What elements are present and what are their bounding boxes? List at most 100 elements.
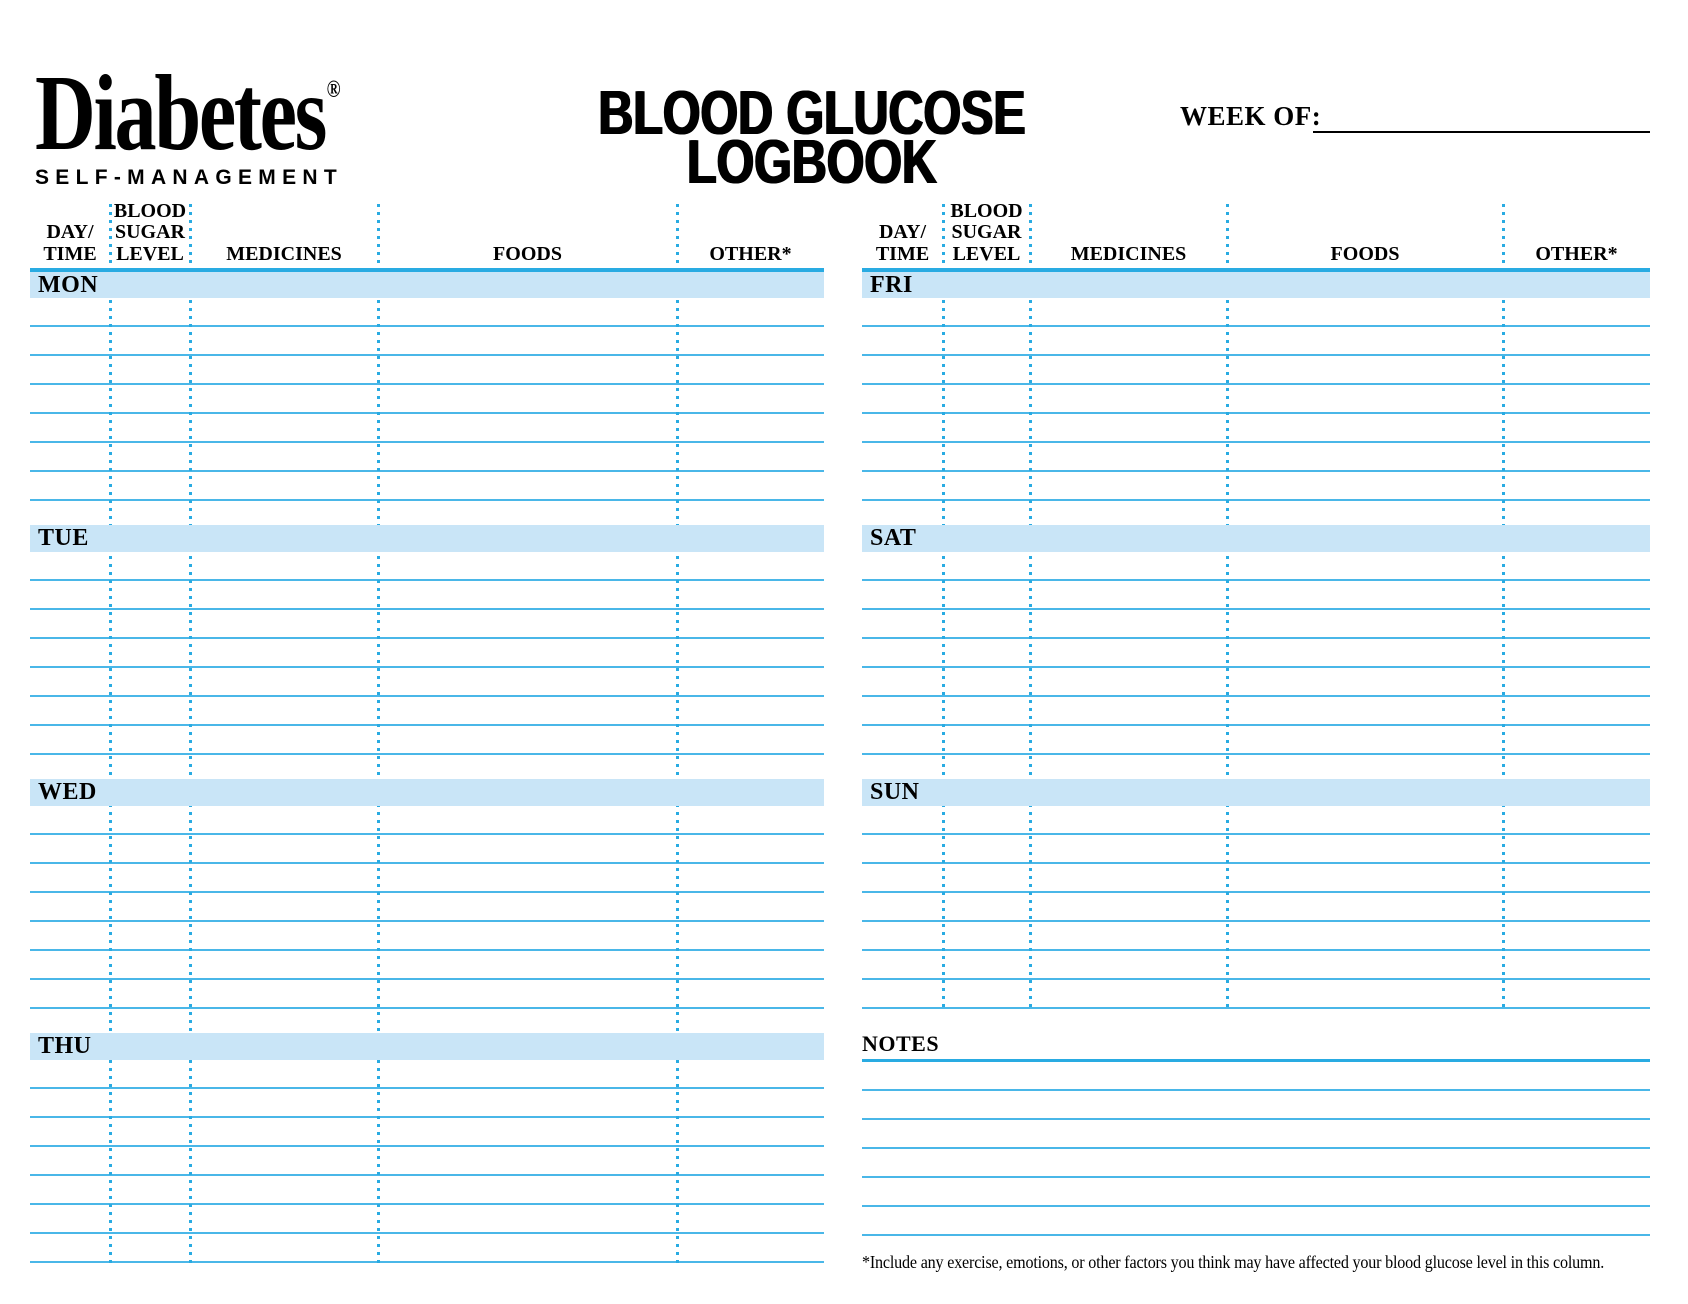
day-section-tue: TUE: [30, 525, 824, 755]
notes-section: NOTES: [862, 1033, 1650, 1236]
log-row: [862, 668, 1650, 697]
log-row: [30, 893, 824, 922]
page-title-line1: BLOOD GLUCOSE: [598, 79, 1026, 148]
log-row: [30, 980, 824, 1009]
day-header-wed: WED: [30, 779, 824, 806]
week-of-blank-line: [1313, 131, 1650, 133]
log-row: [30, 668, 824, 697]
day-section-fri: FRI: [862, 268, 1650, 501]
log-row: [862, 639, 1650, 668]
day-header-mon: MON: [30, 268, 824, 298]
log-row: [30, 1147, 824, 1176]
column-divider: [1502, 204, 1505, 1009]
log-row: [30, 864, 824, 893]
log-row: [30, 443, 824, 472]
log-row: [30, 610, 824, 639]
log-row: [30, 414, 824, 443]
column-divider: [1226, 204, 1229, 1009]
column-header-day-time: DAY/TIME: [43, 221, 97, 265]
log-row: [30, 298, 824, 327]
day-header-sun: SUN: [862, 779, 1650, 806]
column-header-blood-sugar-level: BLOOD SUGAR LEVEL: [950, 199, 1023, 265]
log-row: [862, 581, 1650, 610]
log-row: [30, 835, 824, 864]
log-row: [862, 697, 1650, 726]
log-row: [30, 1176, 824, 1205]
log-row: [30, 639, 824, 668]
log-table-right: DAY/TIME BLOOD SUGAR LEVEL MEDICINES FOODS…: [862, 190, 1650, 1273]
notes-line: [862, 1149, 1650, 1178]
column-header-other: OTHER*: [1535, 242, 1618, 265]
day-section-sat: SAT: [862, 525, 1650, 755]
brand-tagline: SELF-MANAGEMENT: [35, 166, 343, 190]
notes-line: [862, 1091, 1650, 1120]
column-header-other: OTHER*: [709, 242, 792, 265]
log-row: [30, 951, 824, 980]
log-row: [30, 581, 824, 610]
log-row: [30, 726, 824, 755]
page-title-line2: LOGBOOK: [687, 127, 937, 197]
notes-label: NOTES: [862, 1031, 940, 1056]
log-row: [862, 443, 1650, 472]
notes-line: [862, 1207, 1650, 1236]
column-header-blood-sugar-level: BLOOD SUGAR LEVEL: [113, 199, 187, 265]
log-row: [862, 806, 1650, 835]
log-row: [30, 385, 824, 414]
column-divider: [676, 204, 679, 1263]
column-divider: [109, 204, 112, 1263]
week-of-label: WEEK OF:: [1180, 101, 1322, 131]
column-header-row: DAY/TIME BLOOD SUGAR LEVEL MEDICINES FOODS…: [862, 190, 1650, 268]
column-header-day-time: DAY/TIME: [875, 221, 930, 265]
log-row: [30, 1089, 824, 1118]
log-row: [30, 1118, 824, 1147]
log-row: [862, 472, 1650, 501]
notes-heading-rule: [862, 1059, 1650, 1062]
column-header-medicines: MEDICINES: [1070, 242, 1187, 265]
day-header-sat: SAT: [862, 525, 1650, 552]
log-row: [862, 726, 1650, 755]
day-section-wed: WED: [30, 779, 824, 1009]
footnote: *Include any exercise, emotions, or othe…: [862, 1252, 1605, 1272]
log-row: [30, 1234, 824, 1263]
log-row: [862, 835, 1650, 864]
log-row: [30, 356, 824, 385]
column-header-row: DAY/TIME BLOOD SUGAR LEVEL MEDICINES FOODS…: [30, 190, 824, 268]
column-divider: [942, 204, 945, 1009]
brand-logo: Diabetes® SELF-MANAGEMENT: [35, 60, 425, 190]
log-row: [30, 922, 824, 951]
log-row: [30, 552, 824, 581]
log-table-left: DAY/TIME BLOOD SUGAR LEVEL MEDICINES FOODS…: [30, 190, 824, 1263]
log-row: [30, 472, 824, 501]
log-row: [862, 951, 1650, 980]
column-header-medicines: MEDICINES: [226, 242, 342, 265]
column-header-foods: FOODS: [493, 242, 562, 265]
log-row: [30, 327, 824, 356]
column-divider: [1029, 204, 1032, 1009]
log-row: [30, 1205, 824, 1234]
log-row: [862, 298, 1650, 327]
notes-line: [862, 1120, 1650, 1149]
log-row: [862, 893, 1650, 922]
log-row: [862, 385, 1650, 414]
column-header-foods: FOODS: [1330, 242, 1400, 265]
day-header-fri: FRI: [862, 268, 1650, 298]
log-row: [862, 610, 1650, 639]
day-section-thu: THU: [30, 1033, 824, 1263]
log-row: [30, 1060, 824, 1089]
brand-logo-wordmark: Diabetes®: [35, 60, 341, 168]
column-divider: [377, 204, 380, 1263]
log-row: [862, 552, 1650, 581]
log-row: [862, 864, 1650, 893]
day-section-mon: MON: [30, 268, 824, 501]
log-table-left-grid: DAY/TIME BLOOD SUGAR LEVEL MEDICINES FOODS…: [30, 190, 824, 1263]
brand-name: Diabetes: [35, 54, 327, 173]
registered-trademark-icon: ®: [326, 77, 341, 103]
log-row: [862, 922, 1650, 951]
log-row: [30, 697, 824, 726]
day-section-sun: SUN: [862, 779, 1650, 1009]
notes-line: [862, 1178, 1650, 1207]
notes-line: [862, 1062, 1650, 1091]
log-row: [862, 414, 1650, 443]
log-row: [862, 327, 1650, 356]
log-row: [30, 806, 824, 835]
